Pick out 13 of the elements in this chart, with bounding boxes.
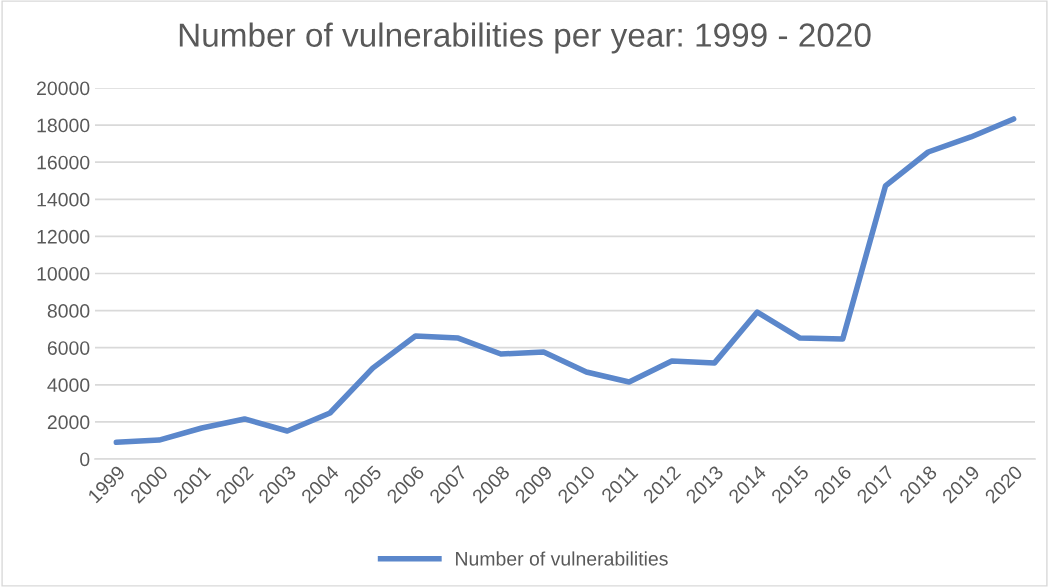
y-tick-label: 14000 <box>37 192 90 207</box>
y-tick-label: 0 <box>80 452 90 467</box>
y-tick-label: 6000 <box>47 341 90 355</box>
chart-title: Number of vulnerabilities per year: 1999 - 2020 <box>179 22 871 54</box>
y-tick-label: 18000 <box>37 118 90 133</box>
y-tick-label: 12000 <box>37 229 90 244</box>
y-tick-label: 20000 <box>37 81 90 96</box>
y-tick-label: 2000 <box>47 415 90 430</box>
y-tick-label: 10000 <box>37 266 90 281</box>
y-tick-label: 8000 <box>47 304 90 318</box>
y-tick-label: 16000 <box>37 155 90 170</box>
y-tick-label: 4000 <box>47 378 90 393</box>
legend-label: Number of vulnerabilities <box>456 551 668 566</box>
